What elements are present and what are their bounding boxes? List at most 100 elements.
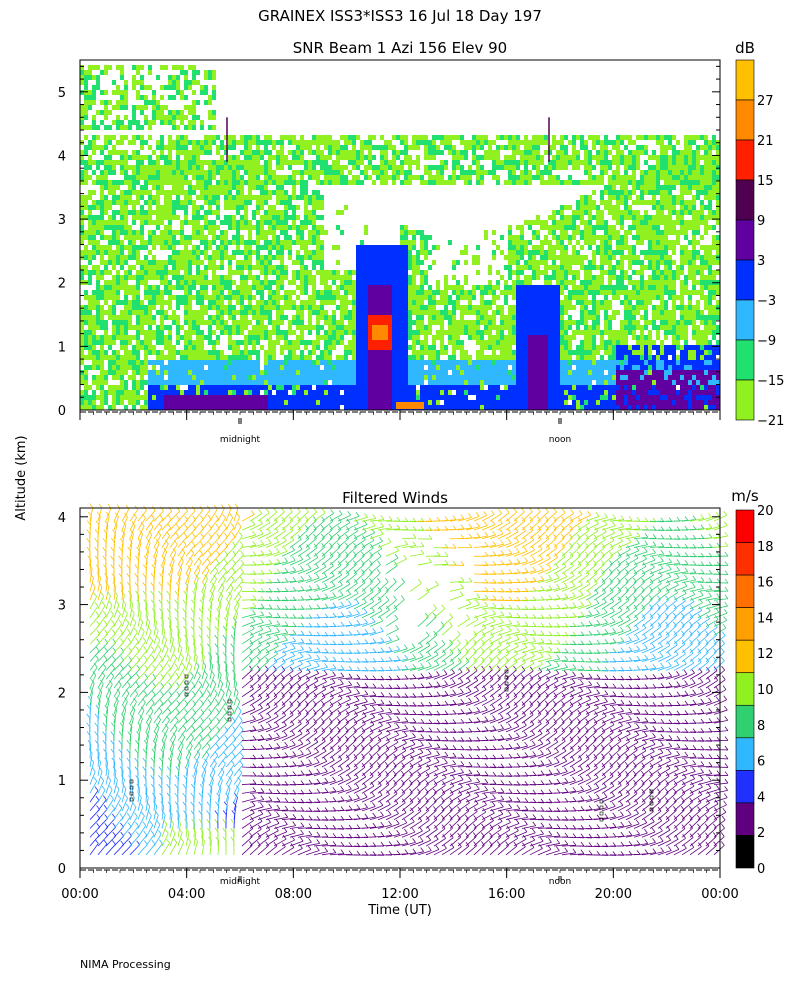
snr-cell	[80, 65, 84, 70]
snr-cell	[424, 305, 428, 310]
snr-cell	[252, 195, 256, 200]
snr-cell	[316, 175, 320, 180]
snr-cell	[188, 85, 192, 90]
snr-cell	[180, 230, 184, 235]
snr-cell	[476, 315, 480, 320]
snr-cell	[212, 405, 216, 410]
snr-cell	[184, 280, 188, 285]
snr-cell	[388, 405, 392, 410]
snr-cell	[128, 195, 132, 200]
snr-cell	[184, 375, 188, 380]
snr-cell	[456, 155, 460, 160]
snr-cell	[292, 370, 296, 375]
snr-cell	[416, 325, 420, 330]
snr-cell	[320, 155, 324, 160]
snr-cell	[148, 380, 152, 385]
snr-cell	[520, 225, 524, 230]
snr-cell	[92, 235, 96, 240]
snr-cell	[344, 285, 348, 290]
snr-cell	[552, 275, 556, 280]
snr-cell	[196, 310, 200, 315]
snr-cell	[364, 380, 368, 385]
snr-cell	[144, 345, 148, 350]
snr-cell	[188, 125, 192, 130]
snr-cell	[312, 310, 316, 315]
snr-cell	[136, 65, 140, 70]
snr-cell	[352, 345, 356, 350]
snr-cell	[548, 405, 552, 410]
snr-cell	[156, 370, 160, 375]
snr-cell	[260, 335, 264, 340]
snr-cell	[132, 400, 136, 405]
snr-cell	[288, 135, 292, 140]
snr-cell	[404, 330, 408, 335]
snr-cell	[440, 330, 444, 335]
snr-cell	[300, 370, 304, 375]
snr-cell	[112, 290, 116, 295]
snr-cell	[508, 340, 512, 345]
snr-cell	[244, 400, 248, 405]
snr-cell	[388, 250, 392, 255]
snr-cell	[268, 280, 272, 285]
snr-cell	[328, 405, 332, 410]
snr-cell	[140, 155, 144, 160]
snr-cell	[436, 405, 440, 410]
snr-cell	[104, 270, 108, 275]
snr-cell	[176, 365, 180, 370]
snr-cell	[464, 290, 468, 295]
snr-cell	[180, 240, 184, 245]
snr-cell	[340, 280, 344, 285]
snr-cell	[228, 295, 232, 300]
snr-cell	[164, 235, 168, 240]
snr-cell	[444, 315, 448, 320]
snr-cell	[424, 340, 428, 345]
snr-cell	[260, 190, 264, 195]
snr-cell	[120, 225, 124, 230]
snr-cell	[156, 205, 160, 210]
snr-cell	[480, 290, 484, 295]
snr-cell	[376, 255, 380, 260]
snr-cell	[224, 200, 228, 205]
snr-cell	[372, 315, 376, 320]
snr-cell	[356, 340, 360, 345]
snr-cell	[192, 375, 196, 380]
snr-cell	[500, 250, 504, 255]
snr-cell	[540, 245, 544, 250]
snr-cell	[232, 345, 236, 350]
snr-cell	[260, 140, 264, 145]
snr-cell	[344, 390, 348, 395]
snr-cell	[244, 325, 248, 330]
snr-cell	[204, 275, 208, 280]
snr-cell	[160, 395, 164, 400]
snr-cell	[552, 250, 556, 255]
snr-cell	[448, 395, 452, 400]
snr-cell	[520, 140, 524, 145]
snr-cell	[180, 235, 184, 240]
snr-cell	[320, 140, 324, 145]
snr-cell	[472, 390, 476, 395]
snr-cell	[268, 400, 272, 405]
snr-cell	[280, 345, 284, 350]
snr-cell	[188, 400, 192, 405]
snr-cell	[528, 340, 532, 345]
snr-cell	[516, 135, 520, 140]
snr-cell	[132, 165, 136, 170]
snr-cell	[484, 305, 488, 310]
snr-cell	[332, 245, 336, 250]
snr-cell	[116, 375, 120, 380]
snr-cell	[528, 360, 532, 365]
snr-cell	[504, 300, 508, 305]
snr-cell	[352, 355, 356, 360]
snr-cell	[412, 345, 416, 350]
snr-cell	[416, 305, 420, 310]
snr-cell	[292, 190, 296, 195]
snr-cell	[276, 140, 280, 145]
snr-cell	[420, 315, 424, 320]
snr-cell	[140, 220, 144, 225]
snr-cell	[492, 405, 496, 410]
snr-cell	[524, 325, 528, 330]
snr-cell	[196, 185, 200, 190]
snr-cell	[392, 340, 396, 345]
snr-cell	[264, 385, 268, 390]
snr-cell	[528, 355, 532, 360]
